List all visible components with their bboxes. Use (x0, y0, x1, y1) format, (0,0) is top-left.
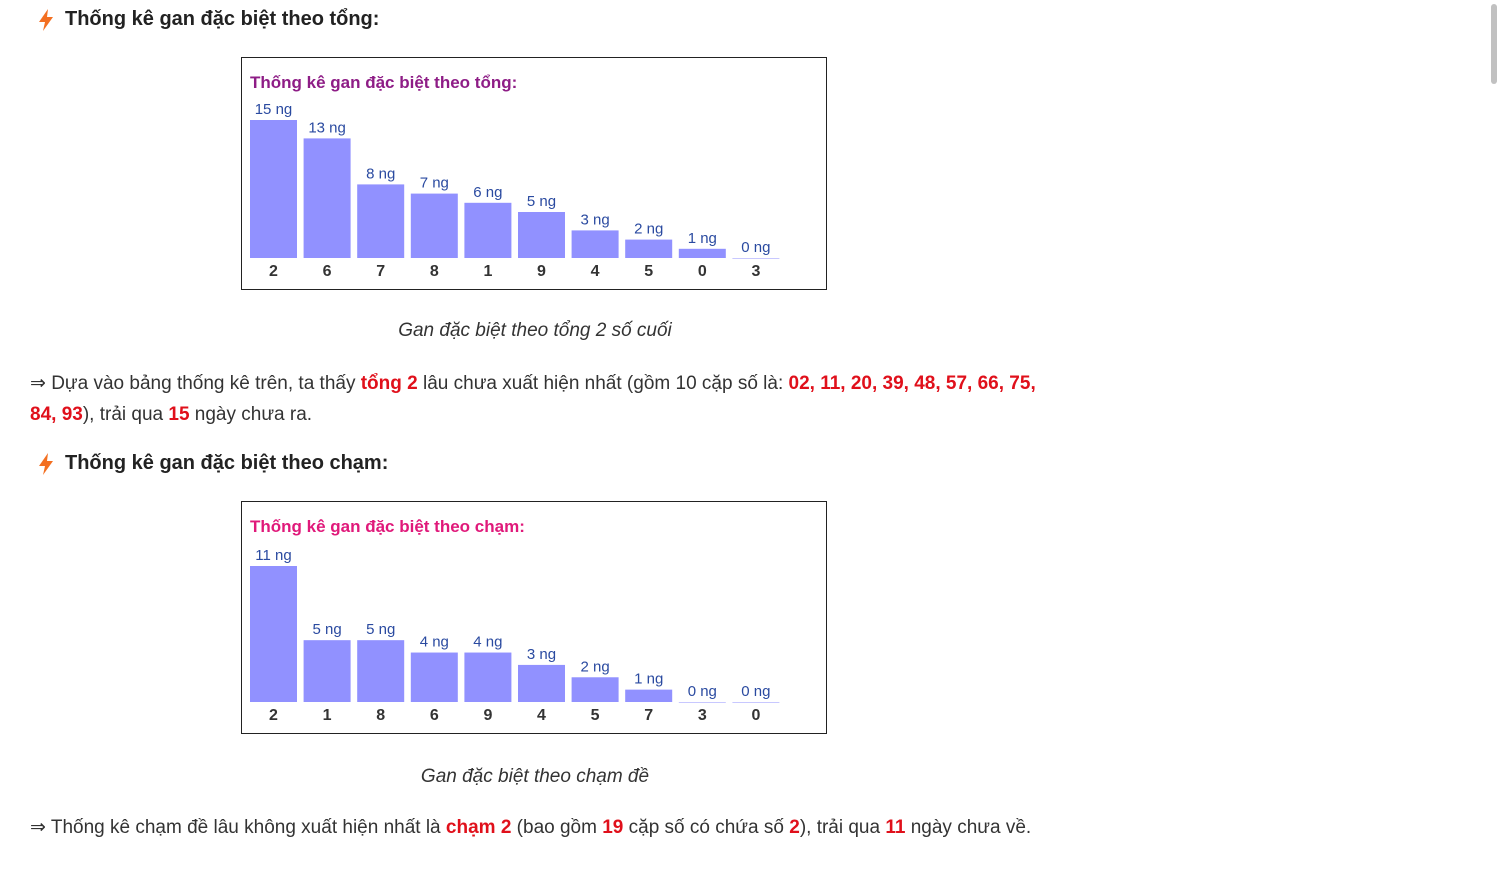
category-label: 7 (376, 263, 385, 280)
category-label: 3 (751, 263, 760, 280)
bar-value-label: 4 ng (420, 634, 449, 651)
category-label: 1 (323, 707, 332, 724)
category-label: 8 (430, 263, 439, 280)
section-heading-cham: Thống kê gan đặc biệt theo chạm: (36, 452, 388, 475)
bar-5 (625, 239, 673, 258)
chart-title: Thống kê gan đặc biệt theo tổng: (250, 73, 517, 92)
highlight-cap-so: 02, 11, 20, 39, 48, 57, 66, 75, 84, 93 (30, 373, 1036, 425)
bar-value-label: 11 ng (255, 547, 291, 564)
bar-8 (410, 193, 458, 258)
highlight-days: 11 (885, 817, 906, 838)
bar-value-label: 15 ng (255, 101, 293, 118)
chart-svg: Thống kê gan đặc biệt theo chạm:11 ng25 … (250, 517, 780, 724)
bar-value-label: 1 ng (688, 230, 717, 247)
scrollbar-thumb[interactable] (1491, 4, 1497, 84)
bar-value-label: 0 ng (741, 239, 770, 256)
bar-value-label: 0 ng (741, 683, 770, 700)
bar-7 (625, 689, 673, 702)
bar-8 (357, 640, 405, 702)
category-label: 4 (591, 263, 600, 280)
bar-9 (464, 652, 512, 702)
category-label: 5 (591, 707, 600, 724)
category-label: 2 (269, 263, 278, 280)
bar-value-label: 2 ng (580, 658, 609, 675)
category-label: 3 (698, 707, 707, 724)
bar-2 (250, 120, 297, 258)
category-label: 9 (483, 707, 492, 724)
bar-value-label: 3 ng (527, 646, 556, 663)
category-label: 8 (376, 707, 385, 724)
lightning-bolt-icon (39, 8, 53, 31)
chart-svg: Thống kê gan đặc biệt theo tổng:15 ng213… (250, 73, 780, 280)
bar-value-label: 5 ng (527, 193, 556, 210)
category-label: 5 (644, 263, 653, 280)
section-heading-text: Thống kê gan đặc biệt theo chạm: (65, 452, 389, 474)
bar-6 (410, 652, 458, 702)
category-label: 9 (537, 263, 546, 280)
chart-caption: Gan đặc biệt theo tổng 2 số cuối (398, 320, 672, 341)
highlight-digit: 2 (789, 817, 800, 838)
bar-value-label: 6 ng (473, 184, 502, 201)
chart-title: Thống kê gan đặc biệt theo chạm: (250, 517, 525, 536)
bar-value-label: 4 ng (473, 634, 502, 651)
category-label: 7 (644, 707, 653, 724)
bar-6 (303, 138, 351, 258)
lightning-bolt-icon (39, 452, 53, 475)
bar-value-label: 1 ng (634, 671, 663, 688)
section-heading-text: Thống kê gan đặc biệt theo tổng: (65, 8, 380, 30)
bar-value-label: 13 ng (308, 119, 346, 136)
highlight-days: 15 (168, 404, 190, 425)
category-label: 6 (430, 707, 439, 724)
bar-value-label: 8 ng (366, 165, 395, 182)
analysis-paragraph-tong: ⇒ Dựa vào bảng thống kê trên, ta thấy tổ… (30, 373, 1036, 425)
bar-4 (571, 230, 619, 258)
highlight-tong: tổng 2 (360, 373, 418, 394)
page-scrollbar[interactable] (1489, 0, 1499, 880)
bar-2 (250, 566, 297, 702)
chart-caption: Gan đặc biệt theo chạm đề (420, 766, 650, 787)
bar-value-label: 5 ng (312, 621, 341, 638)
bar-4 (518, 664, 565, 702)
section-heading-tong: Thống kê gan đặc biệt theo tổng: (36, 8, 379, 31)
category-label: 1 (483, 263, 492, 280)
category-label: 0 (751, 707, 760, 724)
bar-value-label: 5 ng (366, 621, 395, 638)
chart-gan-theo-cham: Thống kê gan đặc biệt theo chạm: 11 ng 2 5 … (241, 501, 827, 734)
bar-1 (464, 202, 512, 258)
bar-0 (678, 248, 726, 258)
bar-9 (518, 212, 565, 258)
bar-7 (357, 184, 405, 258)
bar-value-label: 0 ng (688, 683, 717, 700)
bar-1 (303, 640, 351, 702)
bar-value-label: 7 ng (420, 175, 449, 192)
category-label: 0 (698, 263, 707, 280)
analysis-paragraph-cham: ⇒ Thống kê chạm đề lâu không xuất hiện n… (30, 817, 1032, 838)
category-label: 2 (269, 707, 278, 724)
bar-value-label: 2 ng (634, 221, 663, 238)
chart-gan-theo-tong: Thống kê gan đặc biệt theo tổng: 15 ng 2 13… (241, 57, 827, 290)
category-label: 4 (537, 707, 546, 724)
category-label: 6 (323, 263, 332, 280)
highlight-cham: chạm 2 (445, 817, 512, 838)
highlight-count: 19 (602, 817, 624, 838)
bar-value-label: 3 ng (580, 211, 609, 228)
bar-5 (571, 677, 619, 702)
